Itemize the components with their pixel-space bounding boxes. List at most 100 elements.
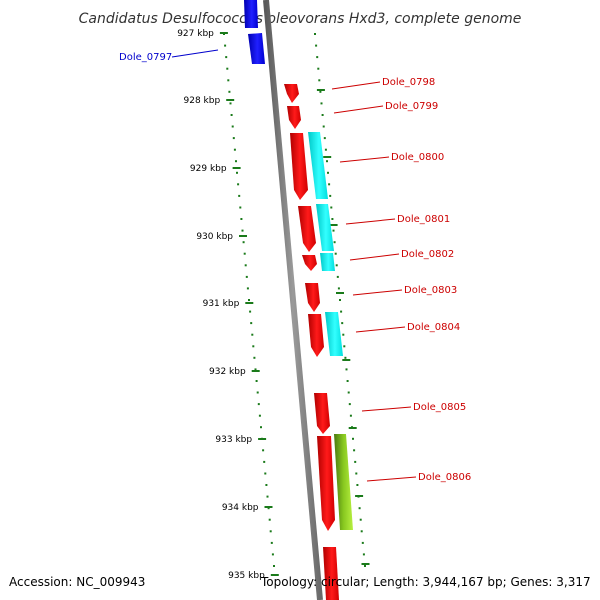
guide-dot xyxy=(268,518,271,521)
guide-dot xyxy=(237,183,240,186)
guide-dot xyxy=(253,356,256,359)
guide-dot xyxy=(235,160,237,163)
guide-dot xyxy=(347,391,350,394)
guide-dot xyxy=(244,264,247,267)
guide-dot xyxy=(269,530,272,533)
gene-label-dole-0801[interactable]: Dole_0801 xyxy=(397,214,450,225)
guide-dot xyxy=(266,495,269,498)
guide-dot xyxy=(262,449,265,452)
tick-mark-right xyxy=(336,292,344,294)
tick-mark-right xyxy=(342,359,351,361)
tick-label: 934 kbp xyxy=(222,503,259,513)
guide-dot xyxy=(341,322,344,325)
gene-dole-0798[interactable] xyxy=(284,84,299,103)
accession-text: Accession: NC_009943 xyxy=(9,575,145,589)
gene-features xyxy=(244,0,353,600)
guide-dot xyxy=(361,541,364,544)
tick-label: 930 kbp xyxy=(196,232,233,242)
guide-dot xyxy=(249,310,252,313)
gene-label-dole-0798[interactable]: Dole_0798 xyxy=(382,77,435,88)
guide-dot xyxy=(327,171,329,174)
tick-mark-right xyxy=(323,156,332,158)
gene-dole-0804[interactable] xyxy=(308,312,343,357)
tick-mark xyxy=(245,302,254,304)
guide-dot xyxy=(355,472,358,475)
guide-dot xyxy=(226,67,229,70)
guide-dot xyxy=(359,518,362,521)
guide-dot xyxy=(265,484,268,486)
guide-dot xyxy=(345,368,348,371)
guide-dot xyxy=(242,241,245,244)
guide-dot xyxy=(321,114,324,116)
gene-dole-0802[interactable] xyxy=(302,253,335,271)
guide-dot xyxy=(332,229,335,232)
guide-dot xyxy=(264,472,267,475)
guide-dot xyxy=(343,345,346,348)
guide-dot xyxy=(358,507,361,510)
tick-mark xyxy=(232,167,241,169)
guide-dot xyxy=(239,206,242,209)
guide-dot xyxy=(250,322,253,325)
gene-label-dole-0802[interactable]: Dole_0802 xyxy=(401,249,454,260)
tick-mark xyxy=(258,438,267,440)
gene-partial-bottom[interactable] xyxy=(323,547,339,600)
guide-dot xyxy=(318,79,321,82)
gene-dole-0801[interactable] xyxy=(298,204,334,252)
gene-label-dole-0797[interactable]: Dole_0797 xyxy=(119,52,172,63)
guide-dot xyxy=(334,252,337,255)
guide-dot xyxy=(326,160,328,163)
guide-dot xyxy=(233,148,236,151)
guide-dot xyxy=(238,194,241,197)
tick-label: 931 kbp xyxy=(203,299,240,309)
guide-dot xyxy=(316,56,319,59)
tick-mark xyxy=(239,235,247,237)
guide-dot xyxy=(319,90,322,93)
guide-dot xyxy=(348,403,351,406)
guide-dot xyxy=(336,275,339,278)
guide-dot xyxy=(231,125,234,128)
guide-dot xyxy=(246,287,249,290)
gene-label-dole-0805[interactable]: Dole_0805 xyxy=(413,402,466,413)
gene-label-dole-0800[interactable]: Dole_0800 xyxy=(391,152,444,163)
guide-dot xyxy=(333,241,336,244)
guide-dot xyxy=(339,299,341,301)
gene-dole-0799[interactable] xyxy=(287,106,301,129)
guide-dot xyxy=(331,218,334,220)
gene-label-dole-0804[interactable]: Dole_0804 xyxy=(407,322,460,333)
guide-dot xyxy=(340,310,343,313)
guide-dot xyxy=(252,345,255,348)
tick-label: 935 kbp xyxy=(228,571,265,581)
guide-dot xyxy=(267,507,270,510)
gene-dole-0806[interactable] xyxy=(317,434,353,531)
gene-dole-0805[interactable] xyxy=(314,393,330,434)
gene-label-dole-0806[interactable]: Dole_0806 xyxy=(418,472,471,483)
guide-dot xyxy=(344,356,347,359)
guide-dot xyxy=(323,137,326,140)
guide-dot xyxy=(353,449,356,452)
guide-dot xyxy=(243,252,246,255)
guide-dot xyxy=(245,275,248,278)
guide-dot xyxy=(229,102,232,105)
tick-label: 932 kbp xyxy=(209,367,246,377)
genome-backbone xyxy=(263,0,323,600)
guide-dot xyxy=(271,553,274,556)
guide-dot xyxy=(240,218,243,220)
gene-label-dole-0799[interactable]: Dole_0799 xyxy=(385,101,438,112)
tick-mark-right xyxy=(361,563,370,565)
guide-dot xyxy=(270,541,273,544)
gene-dole-0797[interactable] xyxy=(244,0,265,64)
gene-labels: Dole_0797 Dole_0798 Dole_0799 Dole_0800 … xyxy=(119,49,471,483)
guide-dot xyxy=(255,380,258,382)
gene-dole-0803[interactable] xyxy=(305,283,320,312)
tick-label: 929 kbp xyxy=(190,164,227,174)
tick-mark xyxy=(264,506,273,508)
gene-label-dole-0803[interactable]: Dole_0803 xyxy=(404,285,457,296)
guide-dot xyxy=(256,391,259,394)
guide-dot xyxy=(329,194,332,197)
guide-dot xyxy=(362,553,365,556)
tick-mark xyxy=(270,574,279,576)
position-ticks: 927 kbp 928 kbp 929 kbp 930 kbp 931 kbp 932 k… xyxy=(177,29,370,581)
gene-dole-0800[interactable] xyxy=(290,132,328,200)
guide-dot xyxy=(356,484,359,486)
